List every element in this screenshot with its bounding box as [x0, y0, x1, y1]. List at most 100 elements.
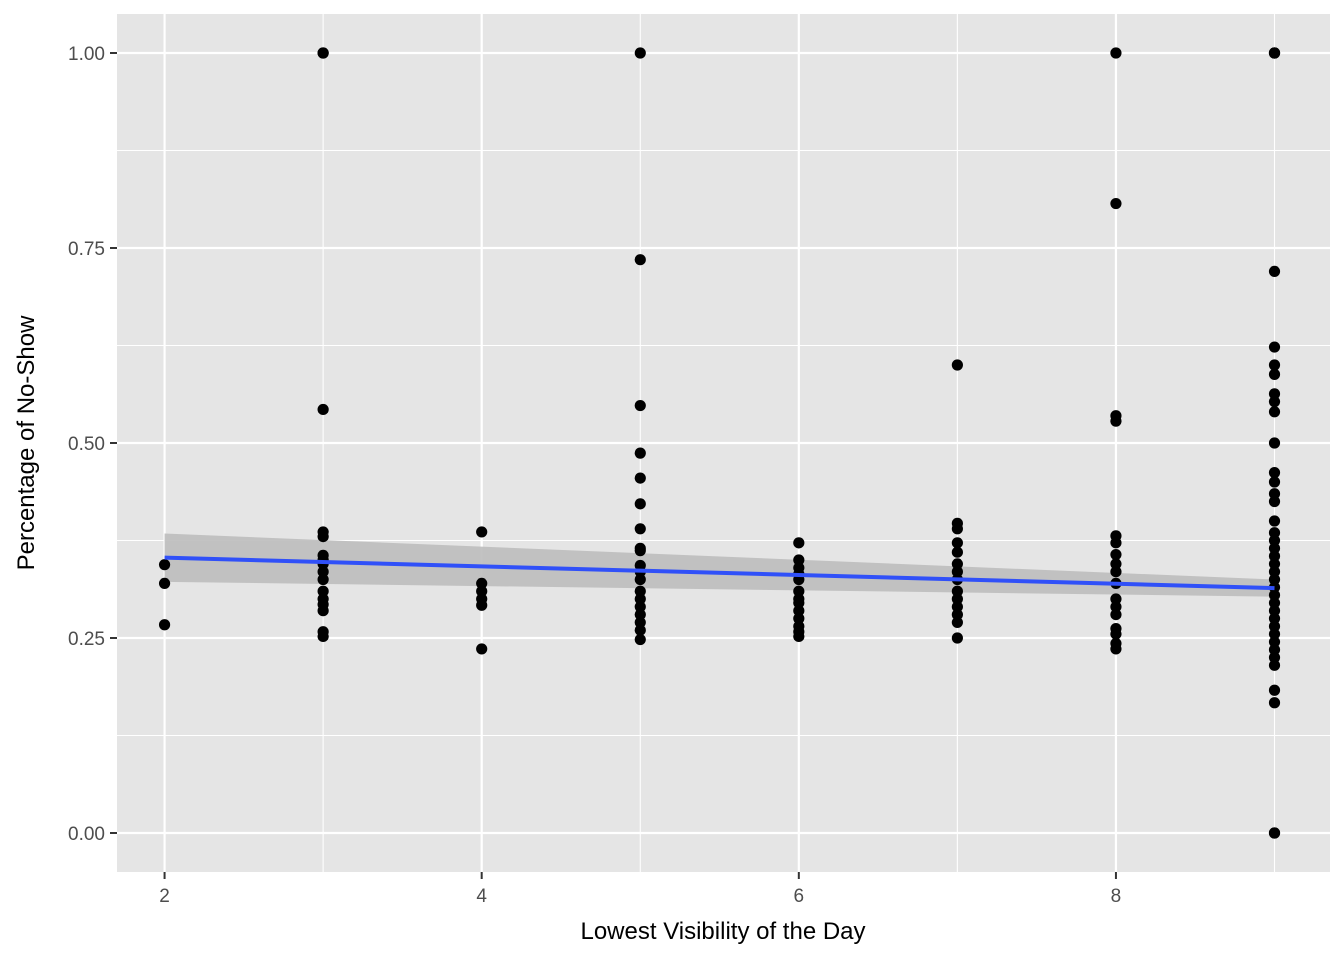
data-point	[793, 597, 805, 609]
y-tick-label: 0.50	[68, 434, 105, 455]
x-axis: 2 4 6 8	[159, 872, 1121, 907]
data-point	[634, 624, 646, 636]
data-point	[1110, 537, 1122, 549]
data-point	[317, 585, 329, 597]
data-point	[1110, 593, 1122, 605]
data-point	[1268, 359, 1281, 371]
data-point	[793, 585, 805, 597]
data-point	[1110, 548, 1122, 561]
data-point	[1268, 558, 1281, 570]
data-point	[951, 537, 963, 549]
data-point	[951, 558, 963, 570]
data-point	[634, 498, 646, 510]
data-point	[1110, 197, 1122, 210]
data-point	[1110, 566, 1122, 578]
x-tick-label: 4	[476, 886, 487, 907]
data-point	[634, 545, 646, 557]
data-point	[317, 531, 329, 543]
data-point	[1268, 589, 1281, 601]
data-point	[1268, 597, 1281, 609]
y-tick-label: 0.25	[68, 629, 105, 650]
data-point	[317, 630, 329, 643]
data-point	[1268, 488, 1281, 500]
data-point	[1268, 636, 1281, 648]
y-tick-label: 0.75	[68, 239, 105, 260]
data-point	[1268, 515, 1281, 527]
data-point	[476, 585, 488, 597]
data-point	[634, 585, 646, 597]
data-point	[158, 559, 171, 571]
data-point	[951, 566, 963, 578]
data-point	[1268, 651, 1281, 664]
data-point	[793, 554, 805, 566]
x-tick-label: 6	[794, 886, 805, 907]
data-point	[634, 573, 646, 586]
data-point	[158, 619, 171, 631]
data-point	[1110, 628, 1122, 640]
fit-line	[164, 555, 1275, 591]
data-point	[1110, 601, 1122, 613]
data-point	[1268, 542, 1281, 554]
data-point	[634, 601, 646, 613]
major-gridlines	[117, 14, 1330, 872]
data-point	[1268, 341, 1281, 353]
data-point	[1268, 628, 1281, 640]
data-point	[1268, 644, 1281, 656]
data-point	[951, 616, 963, 629]
data-point	[1268, 396, 1281, 408]
x-axis-title: Lowest Visibility of the Day	[580, 918, 865, 945]
data-point	[1110, 643, 1122, 655]
data-point	[1268, 495, 1281, 508]
data-point	[1268, 476, 1281, 488]
data-point	[1110, 415, 1122, 427]
data-point	[793, 630, 805, 643]
data-point	[317, 566, 329, 578]
data-point	[634, 609, 646, 621]
y-axis: 0.00 0.25 0.50 0.75 1.00	[68, 44, 117, 845]
data-point	[634, 616, 646, 629]
data-point	[317, 573, 329, 586]
data-point	[1268, 437, 1281, 449]
data-point	[1110, 609, 1122, 621]
y-tick-label: 1.00	[68, 44, 105, 65]
data-point	[951, 359, 963, 371]
x-tick-label: 8	[1111, 886, 1122, 907]
data-point	[1110, 47, 1122, 59]
data-point	[1268, 406, 1281, 418]
data-point	[317, 403, 329, 416]
data-point	[1268, 684, 1281, 696]
data-point	[158, 577, 171, 590]
data-point	[1268, 550, 1281, 562]
data-point	[1268, 265, 1281, 277]
data-point	[1268, 467, 1281, 479]
data-point	[1268, 534, 1281, 547]
data-point	[317, 47, 329, 59]
y-tick-label: 0.00	[68, 824, 105, 845]
data-point	[476, 643, 488, 655]
data-point	[476, 526, 488, 538]
data-point	[951, 593, 963, 605]
data-point	[317, 605, 329, 617]
data-point	[1110, 558, 1122, 570]
data-point	[1268, 605, 1281, 617]
data-point	[793, 537, 805, 549]
data-point	[634, 593, 646, 605]
data-point	[1268, 827, 1281, 839]
data-point	[1268, 527, 1281, 539]
data-point	[1268, 47, 1281, 59]
data-point	[951, 546, 963, 558]
data-point	[634, 47, 646, 59]
data-point	[1268, 368, 1281, 380]
data-point	[1268, 566, 1281, 578]
data-point	[634, 472, 646, 484]
data-point	[634, 523, 646, 535]
data-point	[951, 585, 963, 597]
data-point	[1268, 388, 1281, 400]
data-point	[634, 254, 646, 266]
data-point	[476, 577, 488, 590]
data-point	[634, 633, 646, 646]
data-point	[1268, 659, 1281, 671]
data-point	[951, 601, 963, 613]
y-axis-title: Percentage of No-Show	[13, 315, 40, 570]
